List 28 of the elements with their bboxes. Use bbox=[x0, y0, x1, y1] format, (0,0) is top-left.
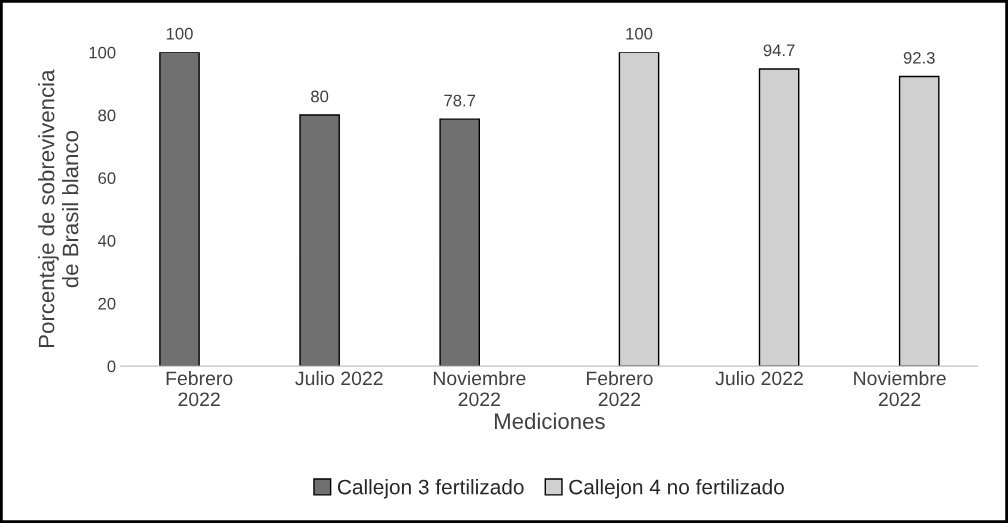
y-axis-title: Porcentaje de sobrevivencia de Brasil blanco bbox=[38, 69, 79, 347]
legend-label: Callejon 3 fertilizado bbox=[337, 479, 524, 499]
bar bbox=[159, 52, 200, 367]
x-tick-label: Noviembre 2022 bbox=[433, 370, 526, 407]
y-tick-label: 100 bbox=[89, 46, 116, 59]
y-tick-label: 20 bbox=[98, 297, 116, 310]
bar bbox=[439, 118, 481, 367]
data-label: 100 bbox=[626, 27, 653, 40]
x-tick-label: Julio 2022 bbox=[295, 370, 383, 386]
legend-label: Callejon 4 no fertilizado bbox=[569, 479, 784, 499]
bar bbox=[299, 114, 340, 367]
x-tick-label: Noviembre 2022 bbox=[854, 370, 946, 407]
y-tick-label: 40 bbox=[97, 234, 116, 247]
data-label: 92.3 bbox=[903, 51, 935, 64]
bar bbox=[898, 75, 940, 367]
data-label: 94.7 bbox=[763, 44, 795, 57]
x-tick-label: Julio 2022 bbox=[715, 370, 803, 386]
data-label: 80 bbox=[311, 90, 329, 103]
bar bbox=[618, 52, 660, 367]
x-tick-label: Febrero 2022 bbox=[166, 370, 233, 407]
data-label: 78.7 bbox=[444, 94, 476, 107]
x-tick-label: Febrero 2022 bbox=[586, 370, 653, 407]
y-tick-label: 80 bbox=[98, 109, 116, 122]
x-axis-title: Mediciones bbox=[494, 412, 605, 430]
y-tick-label: 0 bbox=[107, 360, 116, 373]
data-label: 100 bbox=[166, 27, 193, 40]
bar bbox=[758, 68, 800, 367]
y-tick-label: 60 bbox=[98, 172, 116, 185]
